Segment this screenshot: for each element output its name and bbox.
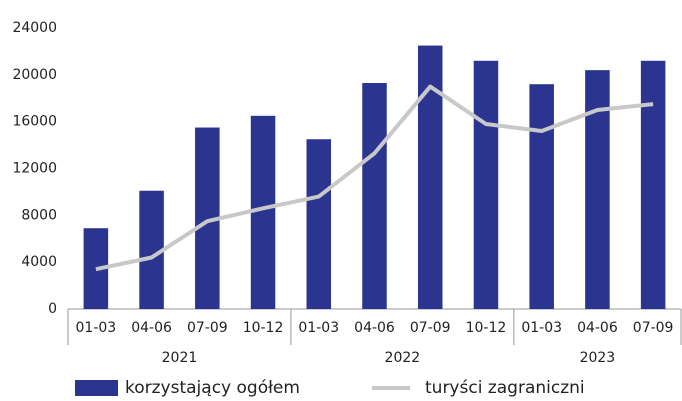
x-tick-label: 07-09 xyxy=(187,320,228,336)
y-tick-label: 12000 xyxy=(12,161,57,177)
y-tick-label: 20000 xyxy=(12,67,57,83)
x-tick-label: 01-03 xyxy=(76,320,117,336)
x-tick-label: 04-06 xyxy=(577,320,618,336)
x-tick-label: 10-12 xyxy=(466,320,507,336)
x-tick-label: 04-06 xyxy=(131,320,172,336)
bar xyxy=(306,139,332,309)
y-tick-label: 16000 xyxy=(12,114,57,130)
bar xyxy=(250,115,276,309)
y-tick-label: 24000 xyxy=(12,20,57,36)
x-tick-label: 01-03 xyxy=(298,320,339,336)
x-group-label: 2021 xyxy=(162,350,198,366)
x-tick-label: 01-03 xyxy=(521,320,562,336)
y-tick-label: 0 xyxy=(48,301,57,317)
y-tick-label: 8000 xyxy=(21,207,57,223)
bar xyxy=(362,83,387,309)
bar xyxy=(473,60,499,310)
x-group-label: 2022 xyxy=(385,350,421,366)
legend-label: turyści zagraniczni xyxy=(425,378,585,398)
x-tick-label: 07-09 xyxy=(633,320,674,336)
bar xyxy=(640,60,666,310)
legend-swatch xyxy=(75,380,118,396)
x-tick-label: 07-09 xyxy=(410,320,451,336)
legend-label: korzystający ogółem xyxy=(125,378,300,398)
x-tick-label: 10-12 xyxy=(243,320,284,336)
x-tick-label: 04-06 xyxy=(354,320,395,336)
x-group-label: 2023 xyxy=(580,350,616,366)
bar xyxy=(529,84,554,309)
line xyxy=(95,84,654,272)
bar xyxy=(585,70,610,310)
y-tick-label: 4000 xyxy=(21,254,57,270)
